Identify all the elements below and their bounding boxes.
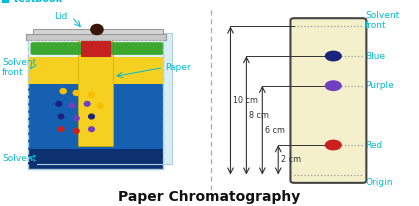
- Text: Purple: Purple: [365, 81, 394, 90]
- Bar: [28, 84, 163, 149]
- Circle shape: [97, 103, 103, 108]
- Bar: [78, 40, 113, 145]
- Text: 2 cm: 2 cm: [281, 155, 301, 164]
- Text: Paper Chromatography: Paper Chromatography: [119, 190, 300, 204]
- Circle shape: [84, 102, 90, 106]
- FancyBboxPatch shape: [26, 34, 166, 40]
- FancyBboxPatch shape: [33, 29, 163, 38]
- FancyBboxPatch shape: [290, 18, 366, 183]
- Text: Solvent
front: Solvent front: [365, 11, 399, 30]
- Circle shape: [326, 51, 341, 61]
- Bar: [28, 57, 163, 84]
- Circle shape: [326, 140, 341, 150]
- Bar: [28, 149, 163, 169]
- Text: 8 cm: 8 cm: [249, 111, 269, 120]
- Circle shape: [58, 127, 64, 132]
- Circle shape: [69, 103, 75, 108]
- FancyBboxPatch shape: [31, 42, 163, 55]
- Bar: [37, 33, 172, 164]
- Circle shape: [58, 114, 64, 119]
- Circle shape: [56, 102, 62, 106]
- Text: Paper: Paper: [166, 63, 191, 72]
- Circle shape: [326, 81, 341, 90]
- Text: ■ testbook: ■ testbook: [1, 0, 62, 4]
- Text: Lid: Lid: [54, 12, 68, 21]
- Text: Origin: Origin: [365, 178, 393, 187]
- Circle shape: [73, 129, 79, 133]
- Circle shape: [89, 127, 94, 132]
- Circle shape: [89, 114, 94, 119]
- Text: Solvent
front: Solvent front: [2, 58, 36, 77]
- Circle shape: [88, 92, 95, 97]
- Bar: [80, 40, 111, 57]
- Text: 6 cm: 6 cm: [265, 126, 285, 135]
- Bar: [28, 39, 163, 169]
- Circle shape: [73, 116, 79, 121]
- Circle shape: [60, 89, 66, 94]
- Circle shape: [91, 25, 103, 35]
- Circle shape: [73, 90, 79, 96]
- Text: 10 cm: 10 cm: [233, 96, 259, 105]
- Text: Red: Red: [365, 140, 383, 150]
- Text: Solvent: Solvent: [2, 154, 36, 163]
- Text: Blue: Blue: [365, 52, 385, 61]
